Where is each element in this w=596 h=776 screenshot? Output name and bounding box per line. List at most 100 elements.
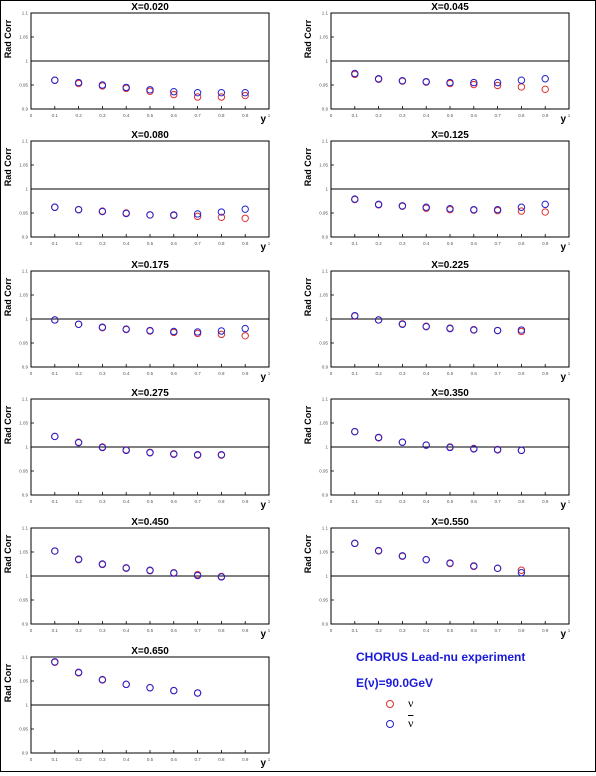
y-tick-label: 1.1 — [22, 139, 29, 144]
x-tick-label: 0.9 — [242, 241, 249, 246]
data-point-nu — [193, 93, 202, 101]
legend-energy: E(ν)=90.0GeV — [356, 676, 434, 690]
data-point-nubar — [146, 326, 154, 335]
x-tick-label: 0.8 — [518, 241, 525, 246]
data-point-nubar — [193, 571, 202, 580]
data-point-nubar — [170, 88, 178, 96]
y-tick-label: 1.1 — [22, 655, 29, 660]
data-point-nubar — [193, 450, 202, 459]
legend-marker-nu — [386, 700, 394, 708]
x-tick-label: 0.9 — [542, 241, 549, 246]
data-point-nubar — [351, 69, 359, 78]
panel-1: 0 0.1 0.2 0.3 0.4 0.5 0.6 0.7 0.8 0.9 1 0.9 0.95 1 1.0… — [3, 2, 271, 125]
data-point-nubar — [51, 547, 59, 555]
data-point-nubar — [98, 675, 107, 684]
data-point-nubar — [422, 203, 430, 211]
data-point-nubar — [422, 555, 430, 564]
x-tick-label: 1 — [268, 371, 271, 376]
y-tick-label: 1.1 — [322, 139, 329, 144]
x-tick-label: 0.1 — [352, 499, 359, 504]
data-point-nubar — [217, 208, 226, 216]
data-point-nubar — [74, 320, 83, 328]
y-tick-label: 1 — [325, 187, 328, 192]
y-tick-label: 0.95 — [319, 211, 328, 216]
data-point-nubar — [541, 75, 549, 83]
data-point-nubar — [398, 320, 407, 328]
x-tick-label: 0.7 — [494, 371, 501, 376]
y-tick-label: 0.9 — [322, 622, 329, 627]
x-tick-label: 0.9 — [242, 628, 249, 633]
x-tick-label: 0.2 — [75, 628, 82, 633]
x-tick-label: 0.7 — [494, 499, 501, 504]
x-tick-label: 0.3 — [99, 757, 106, 762]
x-tick-label: 0.7 — [494, 241, 501, 246]
x-tick-label: 0.3 — [99, 628, 106, 633]
x-axis-label: y — [560, 372, 566, 383]
x-tick-label: 0.5 — [447, 241, 454, 246]
x-tick-label: 0.3 — [99, 113, 106, 118]
data-point-nubar — [446, 443, 454, 452]
y-tick-label: 1 — [25, 187, 28, 192]
data-point-nubar — [517, 568, 526, 577]
x-tick-label: 0.2 — [75, 241, 82, 246]
data-point-nubar — [422, 77, 430, 86]
data-point-nubar — [398, 438, 407, 446]
data-point-nubar — [470, 326, 478, 334]
y-axis-label: Rad Corr — [303, 534, 313, 573]
x-tick-label: 0.6 — [171, 628, 178, 633]
data-point-nubar — [170, 569, 178, 577]
y-tick-label: 0.95 — [319, 469, 328, 474]
data-point-nubar — [374, 546, 383, 555]
data-point-nubar — [122, 325, 130, 333]
data-point-nu — [217, 330, 226, 339]
y-tick-label: 0.9 — [322, 493, 329, 498]
y-axis-label: Rad Corr — [3, 19, 13, 58]
y-tick-label: 1.05 — [19, 550, 28, 555]
panel-title: X=0.650 — [131, 646, 169, 657]
legend: CHORUS Lead-nu experiment E(ν)=90.0GeV ν… — [356, 650, 586, 740]
x-tick-label: 0.4 — [123, 113, 130, 118]
x-tick-label: 0 — [330, 499, 333, 504]
x-tick-label: 0.5 — [147, 499, 154, 504]
data-point-nubar — [517, 326, 526, 334]
x-tick-label: 0.5 — [447, 113, 454, 118]
data-point-nubar — [398, 202, 407, 210]
data-point-nubar — [241, 88, 249, 97]
x-tick-label: 0 — [30, 757, 33, 762]
x-tick-label: 1 — [568, 499, 571, 504]
x-tick-label: 0.7 — [494, 113, 501, 118]
y-tick-label: 0.9 — [22, 365, 29, 370]
data-point-nu — [541, 85, 549, 94]
x-tick-label: 0.2 — [375, 241, 382, 246]
x-tick-label: 0.8 — [218, 371, 225, 376]
x-tick-label: 0.2 — [75, 757, 82, 762]
panel-title: X=0.020 — [131, 2, 169, 13]
x-axis-label: y — [260, 629, 266, 640]
x-tick-label: 0.1 — [52, 757, 59, 762]
y-tick-label: 0.95 — [19, 341, 28, 346]
panel-title: X=0.175 — [131, 260, 169, 271]
panel-title: X=0.275 — [131, 388, 169, 399]
x-tick-label: 0.5 — [147, 628, 154, 633]
data-point-nubar — [217, 450, 226, 459]
data-point-nubar — [446, 559, 454, 567]
panel-2: 0 0.1 0.2 0.3 0.4 0.5 0.6 0.7 0.8 0.9 1 0.9 0.95 1 1.0… — [303, 2, 571, 125]
y-axis-label: Rad Corr — [303, 19, 313, 58]
data-point-nubar — [517, 203, 526, 211]
data-point-nu — [517, 83, 526, 91]
data-point-nubar — [374, 433, 383, 442]
legend-label-nubar: ν — [408, 716, 414, 730]
x-tick-label: 1 — [268, 757, 271, 762]
y-tick-label: 1 — [25, 59, 28, 64]
y-tick-label: 1.05 — [19, 35, 28, 40]
y-tick-label: 1.1 — [322, 526, 329, 531]
data-point-nubar — [122, 680, 130, 689]
data-point-nubar — [193, 210, 202, 218]
data-point-nubar — [446, 78, 454, 87]
x-tick-label: 0.4 — [423, 241, 430, 246]
x-axis-label: y — [260, 114, 266, 125]
x-tick-label: 0.5 — [447, 499, 454, 504]
panel-10: 0 0.1 0.2 0.3 0.4 0.5 0.6 0.7 0.8 0.9 1 0.9 0.95 1 1.0… — [303, 517, 571, 640]
x-tick-label: 0.7 — [494, 628, 501, 633]
